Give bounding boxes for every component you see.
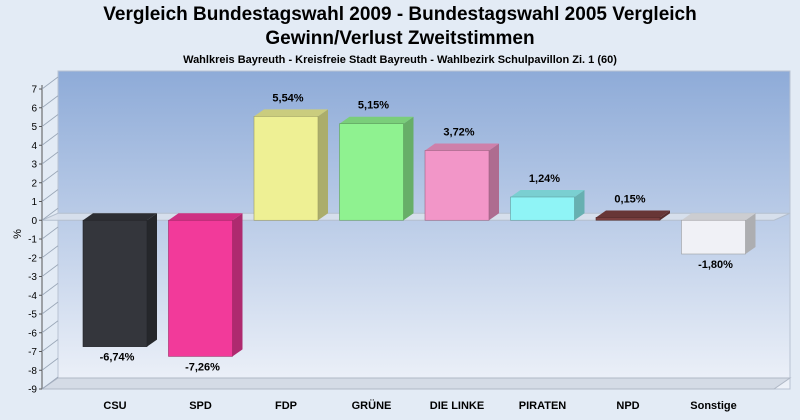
bar-front (681, 219, 746, 255)
y-axis-label: % (12, 229, 24, 239)
y-tick-diagonal (41, 357, 59, 371)
bar-top (681, 213, 756, 221)
bar-value-label: 3,72% (443, 127, 474, 139)
bar-front (339, 123, 404, 221)
bar-value-label: 5,54% (272, 92, 303, 104)
bar-side (318, 109, 328, 221)
bar-fdp (253, 109, 328, 221)
bar-side (574, 190, 585, 221)
y-tick-diagonal (41, 76, 59, 90)
y-tick-label: 3 (31, 160, 37, 171)
y-tick-diagonal (41, 282, 59, 296)
plot-area (57, 70, 791, 390)
x-tick-label: NPD (616, 400, 639, 412)
bar-top (596, 210, 670, 218)
y-tick-diagonal (41, 264, 59, 277)
bar-side (489, 143, 499, 221)
bar-npd (595, 210, 670, 221)
x-tick-label: PIRATEN (519, 400, 567, 412)
x-tick-label: SPD (189, 400, 212, 412)
y-tick-label: -7 (28, 347, 37, 358)
chart-title-line2: Gewinn/Verlust Zweitstimmen (265, 28, 535, 49)
x-tick-label: CSU (103, 400, 126, 412)
bar-csu (82, 213, 157, 347)
bar-top (339, 116, 414, 124)
y-tick-diagonal (41, 151, 59, 165)
bar-front (253, 116, 319, 221)
bar-side (232, 213, 243, 357)
y-tick-label: -4 (28, 291, 37, 302)
bar-side (745, 213, 756, 254)
x-tick-label: FDP (275, 400, 297, 412)
y-tick-diagonal (41, 245, 59, 259)
bar-value-label: 0,15% (614, 193, 645, 205)
y-tick-label: 0 (31, 216, 37, 227)
y-tick-diagonal (41, 339, 59, 352)
bar-top (510, 190, 585, 197)
y-tick-label: 5 (31, 122, 37, 133)
y-tick-label: -9 (28, 385, 37, 396)
chart-subtitle: Wahlkreis Bayreuth - Kreisfreie Stadt Ba… (183, 54, 617, 66)
y-tick-diagonal (41, 132, 59, 146)
y-tick-diagonal (41, 95, 59, 109)
plot-floor (40, 377, 792, 390)
y-tick-label: -5 (28, 310, 37, 321)
y-tick-diagonal (41, 376, 59, 390)
y-tick-label: -1 (28, 235, 37, 246)
x-tick-label: DIE LINKE (430, 400, 484, 412)
bar-front (510, 196, 575, 221)
bar-piraten (510, 190, 585, 221)
y-tick-diagonal (41, 320, 59, 334)
bar-top (168, 213, 243, 221)
y-tick-label: 6 (31, 103, 37, 114)
bar-gr-ne (339, 116, 414, 221)
bar-value-label: 1,24% (529, 173, 560, 185)
y-tick-diagonal (41, 114, 59, 127)
bar-top (254, 109, 328, 117)
bar-front (168, 219, 233, 357)
bar-side (147, 213, 157, 347)
bar-value-label: -7,26% (185, 361, 220, 373)
chart-title: Vergleich Bundestagswahl 2009 - Bundesta… (103, 4, 697, 25)
y-tick-label: -8 (28, 366, 37, 377)
y-tick-label: 4 (31, 141, 37, 152)
y-tick-label: 1 (31, 197, 37, 208)
bar-value-label: -6,74% (100, 352, 135, 364)
y-tick-label: 7 (31, 85, 37, 96)
y-tick-diagonal (41, 226, 59, 240)
y-tick-label: 2 (31, 178, 37, 189)
bar-value-label: -1,80% (698, 259, 733, 271)
x-tick-label: GRÜNE (352, 399, 392, 412)
bar-spd (168, 213, 243, 357)
bar-front (82, 219, 148, 347)
bar-side (660, 210, 670, 221)
y-tick-diagonal (41, 207, 59, 221)
bar-front (595, 217, 661, 221)
y-tick-label: -3 (28, 272, 37, 283)
y-tick-diagonal (41, 189, 59, 202)
x-tick-label: Sonstige (690, 400, 736, 412)
y-tick-label: -2 (28, 253, 37, 264)
bar-sonstige (681, 213, 756, 255)
y-tick-diagonal (41, 301, 59, 315)
bar-die-linke (424, 143, 499, 221)
bar-front (424, 150, 490, 221)
y-tick-label: -6 (28, 328, 37, 339)
bar-top (83, 213, 157, 221)
bar-value-label: 5,15% (358, 100, 389, 112)
bar-side (403, 116, 414, 221)
bar-top (425, 143, 499, 151)
y-tick-diagonal (41, 170, 59, 184)
